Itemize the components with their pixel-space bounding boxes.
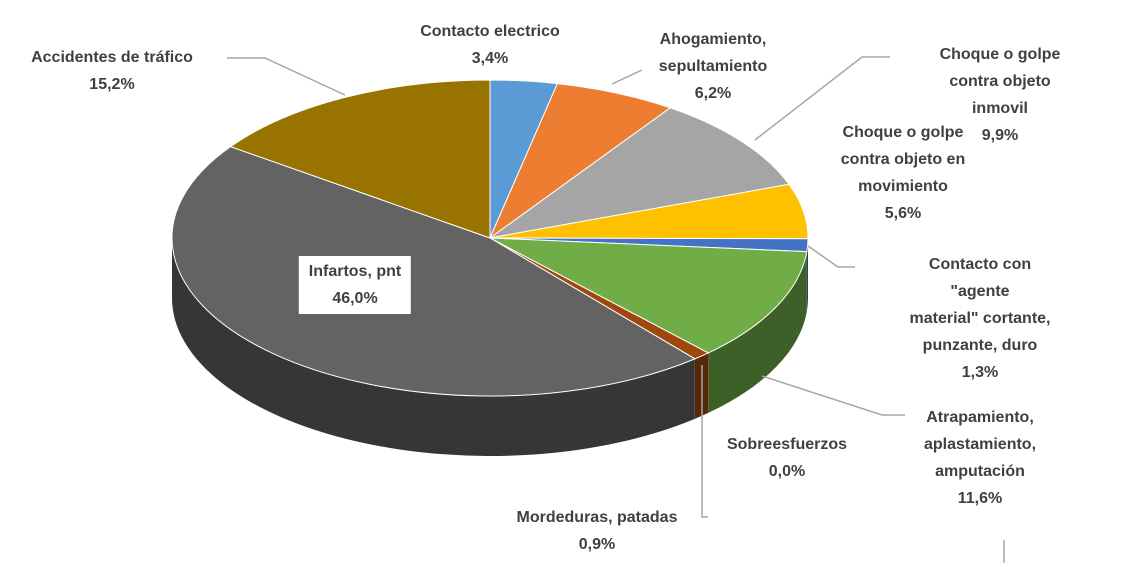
category-label: Infartos, pnt: [308, 263, 402, 280]
data-label: Accidentes de tráfico 15,2%: [31, 44, 193, 98]
data-label: Sobreesfuerzos 0,0%: [727, 431, 847, 485]
category-label: Atrapamiento, aplastamiento, amputación: [923, 409, 1037, 480]
category-label: Mordeduras, patadas: [516, 509, 678, 526]
slice: [489, 237, 808, 354]
category-label: Accidentes de tráfico: [31, 49, 193, 66]
value-label: 3,4%: [471, 50, 509, 67]
data-label: Atrapamiento, aplastamiento, amputación 1…: [924, 404, 1036, 512]
category-label: Choque o golpe contra objeto inmovil: [939, 46, 1061, 117]
data-label: Contacto electrico 3,4%: [420, 18, 560, 72]
slice: [488, 83, 672, 240]
category-label: Choque o golpe contra objeto en movimien…: [840, 124, 966, 195]
data-label: Ahogamiento, sepultamiento 6,2%: [659, 26, 767, 107]
leader-line: [701, 365, 708, 518]
data-label: Infartos, pnt 46,0%: [298, 256, 412, 314]
value-label: 6,2%: [694, 85, 732, 102]
category-label: Contacto con "agente material" cortante,…: [909, 256, 1051, 354]
category-label: Contacto electrico: [420, 23, 560, 40]
category-label: Sobreesfuerzos: [726, 436, 848, 453]
value-label: 15,2%: [89, 76, 135, 93]
value-label: 0,0%: [768, 463, 806, 480]
slice-side: [708, 251, 807, 413]
leader-line: [754, 56, 890, 141]
data-label: Contacto con "agente material" cortante,…: [905, 251, 1056, 386]
slice: [489, 107, 790, 239]
value-label: 11,6%: [957, 490, 1003, 507]
value-label: 0,9%: [578, 536, 616, 553]
data-label: Mordeduras, patadas 0,9%: [517, 504, 678, 558]
slice: [229, 79, 491, 239]
slice-side: [171, 238, 695, 456]
data-label: Choque o golpe contra objeto inmovil 9,9%: [935, 41, 1066, 149]
leader-line: [227, 57, 346, 96]
slice: [171, 146, 696, 397]
leader-line: [807, 245, 855, 268]
leader-line: [761, 375, 905, 416]
value-label: 46,0%: [332, 290, 378, 307]
value-label: 9,9%: [981, 127, 1019, 144]
leader-line: [611, 69, 643, 85]
data-label: Choque o golpe contra objeto en movimien…: [841, 119, 965, 227]
slice-side: [806, 238, 808, 312]
value-label: 1,3%: [961, 364, 999, 381]
category-label: Ahogamiento, sepultamiento: [658, 31, 768, 75]
value-label: 5,6%: [884, 205, 922, 222]
